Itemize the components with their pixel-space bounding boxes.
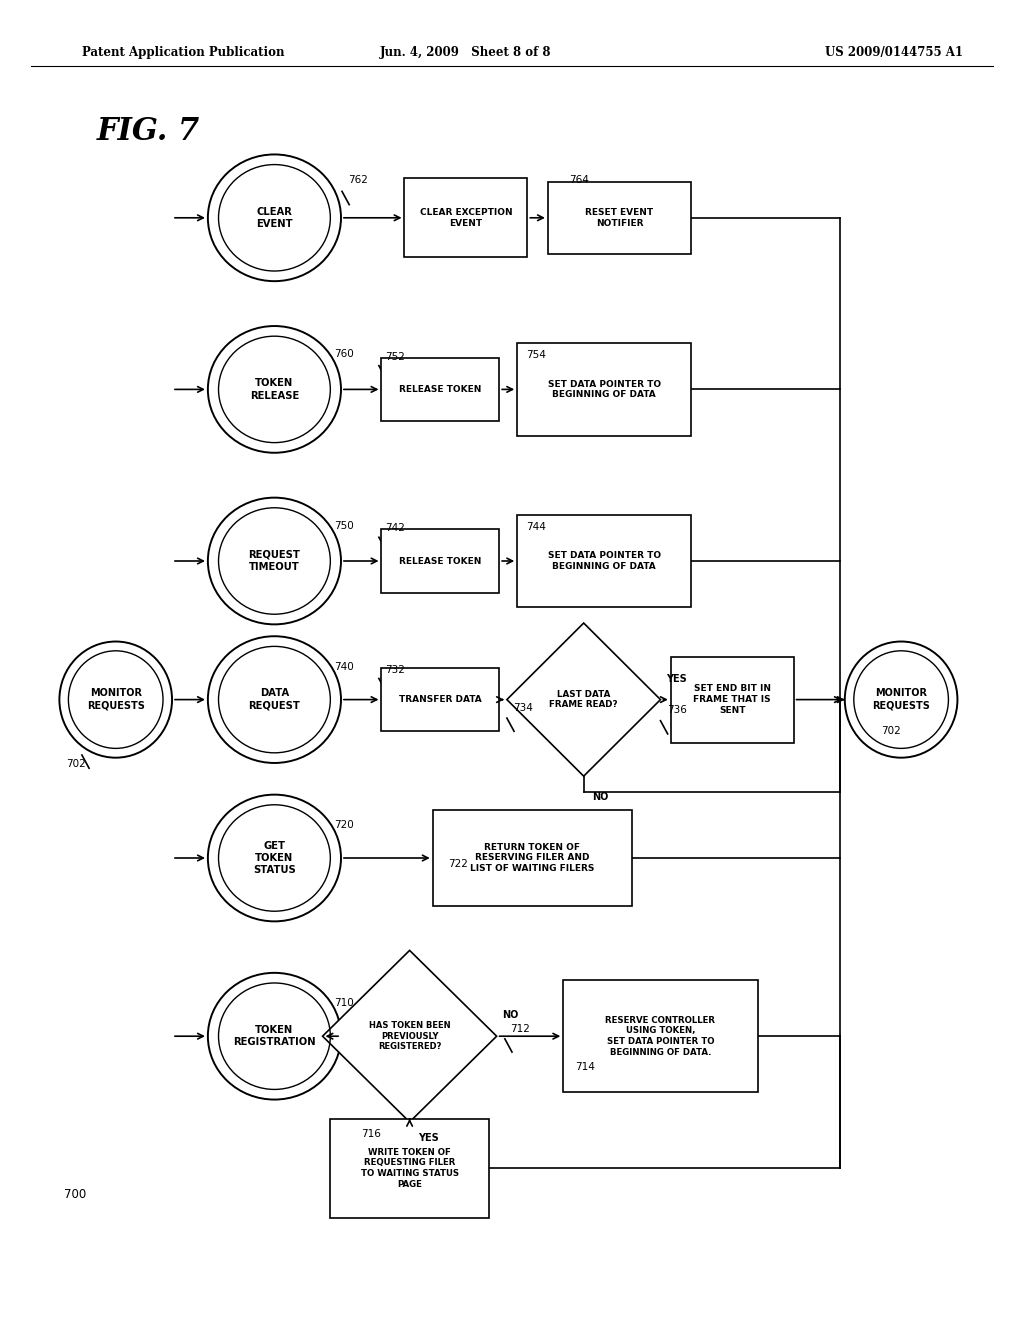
FancyBboxPatch shape bbox=[404, 178, 527, 257]
Text: 734: 734 bbox=[513, 702, 532, 713]
Ellipse shape bbox=[59, 642, 172, 758]
FancyBboxPatch shape bbox=[563, 979, 758, 1093]
Text: SET DATA POINTER TO
BEGINNING OF DATA: SET DATA POINTER TO BEGINNING OF DATA bbox=[548, 380, 660, 399]
Text: 744: 744 bbox=[526, 521, 546, 532]
Text: LAST DATA
FRAME READ?: LAST DATA FRAME READ? bbox=[549, 690, 618, 709]
Text: CLEAR EXCEPTION
EVENT: CLEAR EXCEPTION EVENT bbox=[420, 209, 512, 227]
Text: MONITOR
REQUESTS: MONITOR REQUESTS bbox=[872, 689, 930, 710]
FancyBboxPatch shape bbox=[432, 810, 632, 906]
Text: TOKEN
REGISTRATION: TOKEN REGISTRATION bbox=[233, 1026, 315, 1047]
Text: NO: NO bbox=[502, 1010, 518, 1020]
Text: 722: 722 bbox=[449, 858, 468, 869]
Text: 740: 740 bbox=[334, 661, 353, 672]
Text: DATA
REQUEST: DATA REQUEST bbox=[249, 689, 300, 710]
Ellipse shape bbox=[208, 498, 341, 624]
Text: 716: 716 bbox=[361, 1129, 381, 1139]
Text: TRANSFER DATA: TRANSFER DATA bbox=[399, 696, 481, 704]
Text: 752: 752 bbox=[385, 351, 404, 362]
Text: 762: 762 bbox=[348, 174, 368, 185]
FancyBboxPatch shape bbox=[671, 657, 794, 742]
Text: YES: YES bbox=[418, 1133, 438, 1143]
Text: FIG. 7: FIG. 7 bbox=[97, 116, 200, 148]
Text: 754: 754 bbox=[526, 350, 546, 360]
Text: 760: 760 bbox=[334, 348, 353, 359]
Text: MONITOR
REQUESTS: MONITOR REQUESTS bbox=[87, 689, 144, 710]
Polygon shape bbox=[507, 623, 660, 776]
Text: RELEASE TOKEN: RELEASE TOKEN bbox=[399, 557, 481, 565]
Text: 732: 732 bbox=[385, 664, 404, 675]
Text: SET DATA POINTER TO
BEGINNING OF DATA: SET DATA POINTER TO BEGINNING OF DATA bbox=[548, 552, 660, 570]
Text: NO: NO bbox=[592, 792, 608, 803]
Text: WRITE TOKEN OF
REQUESTING FILER
TO WAITING STATUS
PAGE: WRITE TOKEN OF REQUESTING FILER TO WAITI… bbox=[360, 1147, 459, 1189]
Ellipse shape bbox=[845, 642, 957, 758]
Text: US 2009/0144755 A1: US 2009/0144755 A1 bbox=[824, 46, 963, 59]
FancyBboxPatch shape bbox=[381, 668, 500, 731]
Text: REQUEST
TIMEOUT: REQUEST TIMEOUT bbox=[249, 550, 300, 572]
Ellipse shape bbox=[208, 795, 341, 921]
FancyBboxPatch shape bbox=[330, 1118, 489, 1217]
Text: RETURN TOKEN OF
RESERVING FILER AND
LIST OF WAITING FILERS: RETURN TOKEN OF RESERVING FILER AND LIST… bbox=[470, 842, 595, 874]
Text: 764: 764 bbox=[569, 174, 589, 185]
Text: GET
TOKEN
STATUS: GET TOKEN STATUS bbox=[253, 841, 296, 875]
Text: 712: 712 bbox=[510, 1023, 529, 1034]
Text: RESERVE CONTROLLER
USING TOKEN,
SET DATA POINTER TO
BEGINNING OF DATA.: RESERVE CONTROLLER USING TOKEN, SET DATA… bbox=[605, 1015, 716, 1057]
FancyBboxPatch shape bbox=[517, 515, 691, 607]
Text: YES: YES bbox=[666, 673, 686, 684]
Text: RELEASE TOKEN: RELEASE TOKEN bbox=[399, 385, 481, 393]
Text: HAS TOKEN BEEN
PREVIOUSLY
REGISTERED?: HAS TOKEN BEEN PREVIOUSLY REGISTERED? bbox=[369, 1022, 451, 1051]
Text: 736: 736 bbox=[667, 705, 686, 715]
Text: 700: 700 bbox=[63, 1188, 86, 1201]
Text: SET END BIT IN
FRAME THAT IS
SENT: SET END BIT IN FRAME THAT IS SENT bbox=[693, 684, 771, 715]
Ellipse shape bbox=[208, 326, 341, 453]
Ellipse shape bbox=[208, 154, 341, 281]
Text: 750: 750 bbox=[334, 520, 353, 531]
Text: 714: 714 bbox=[575, 1061, 595, 1072]
Text: CLEAR
EVENT: CLEAR EVENT bbox=[256, 207, 293, 228]
FancyBboxPatch shape bbox=[548, 181, 691, 253]
Text: 702: 702 bbox=[881, 726, 900, 737]
Text: 720: 720 bbox=[334, 820, 353, 830]
Ellipse shape bbox=[208, 973, 341, 1100]
Text: 702: 702 bbox=[67, 759, 86, 770]
Text: Jun. 4, 2009   Sheet 8 of 8: Jun. 4, 2009 Sheet 8 of 8 bbox=[380, 46, 552, 59]
FancyBboxPatch shape bbox=[517, 343, 691, 436]
FancyBboxPatch shape bbox=[381, 358, 500, 421]
Text: 742: 742 bbox=[385, 523, 404, 533]
FancyBboxPatch shape bbox=[381, 529, 500, 593]
Text: 710: 710 bbox=[334, 998, 353, 1008]
Polygon shape bbox=[323, 950, 497, 1122]
Text: TOKEN
RELEASE: TOKEN RELEASE bbox=[250, 379, 299, 400]
Text: RESET EVENT
NOTIFIER: RESET EVENT NOTIFIER bbox=[586, 209, 653, 227]
Text: Patent Application Publication: Patent Application Publication bbox=[82, 46, 285, 59]
Ellipse shape bbox=[208, 636, 341, 763]
